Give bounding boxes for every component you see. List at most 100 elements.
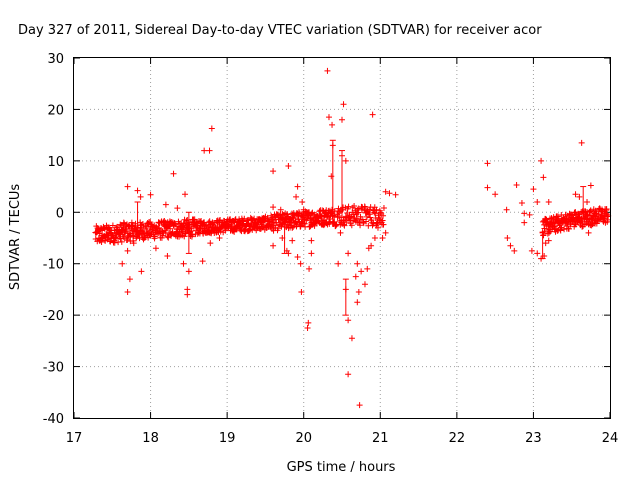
data-point <box>164 253 171 259</box>
data-point <box>335 260 342 267</box>
data-point <box>542 240 549 247</box>
data-point <box>345 371 352 378</box>
data-point <box>152 245 159 252</box>
y-tick-label: -10 <box>43 258 64 273</box>
data-point <box>174 205 181 212</box>
data-point <box>341 222 348 229</box>
y-axis-label: SDTVAR / TECUs <box>8 184 23 291</box>
data-point <box>546 229 553 236</box>
data-point <box>376 216 383 223</box>
data-point <box>541 253 548 259</box>
data-point <box>279 235 286 241</box>
data-point <box>294 254 301 261</box>
data-point <box>111 239 118 246</box>
data-point <box>373 206 380 213</box>
chart-title: Day 327 of 2011, Sidereal Day-to-day VTE… <box>18 23 542 38</box>
data-point <box>325 114 332 121</box>
data-point <box>585 229 592 236</box>
data-point <box>352 273 359 280</box>
data-point <box>289 237 296 244</box>
data-point <box>587 208 594 215</box>
data-point <box>364 265 371 272</box>
data-point <box>392 191 399 198</box>
x-axis-label: GPS time / hours <box>287 460 396 475</box>
data-point <box>503 206 510 213</box>
x-tick-label: 22 <box>449 431 466 446</box>
data-point <box>182 191 189 198</box>
data-point <box>270 242 277 249</box>
data-point <box>382 229 389 236</box>
data-point <box>526 211 533 218</box>
data-point <box>354 260 361 267</box>
data-point <box>534 250 541 257</box>
y-tick-label: 30 <box>47 52 64 67</box>
data-point <box>339 116 345 123</box>
data-point <box>547 228 554 235</box>
y-tick-label: 0 <box>56 206 64 221</box>
x-tick-label: 20 <box>295 431 312 446</box>
data-point <box>545 199 552 205</box>
data-point <box>578 139 585 146</box>
data-point <box>294 183 301 190</box>
data-point <box>592 207 599 214</box>
data-point <box>386 190 393 197</box>
data-point <box>368 242 375 249</box>
data-point <box>540 174 547 181</box>
data-point <box>109 222 116 229</box>
data-point <box>151 233 158 240</box>
data-point <box>300 206 307 213</box>
data-point <box>231 228 238 235</box>
data-point <box>217 217 224 224</box>
data-point <box>572 191 579 198</box>
data-point <box>363 218 370 225</box>
data-point <box>553 214 560 221</box>
data-point <box>324 67 331 74</box>
data-point <box>593 220 600 227</box>
data-point <box>129 232 136 239</box>
data-point <box>201 147 208 154</box>
data-point <box>348 222 355 229</box>
y-axis: -40 -30 -20 -10 0 10 20 30 <box>43 52 610 427</box>
data-point <box>576 193 583 200</box>
data-point <box>518 200 525 207</box>
data-point <box>167 225 174 232</box>
data-point <box>206 147 213 154</box>
data-point <box>285 250 292 257</box>
data-point <box>138 268 145 275</box>
data-point <box>374 224 381 231</box>
data-point <box>345 250 352 257</box>
y-tick-label: 20 <box>47 103 64 118</box>
data-point <box>351 203 358 210</box>
y-tick-label: -30 <box>43 361 64 376</box>
data-point <box>120 219 127 226</box>
data-point <box>107 238 114 245</box>
data-point <box>371 235 378 241</box>
data-point <box>184 291 191 298</box>
data-point <box>521 210 528 217</box>
data-point <box>342 286 349 293</box>
data-point <box>289 224 296 231</box>
data-point <box>293 193 300 200</box>
data-point <box>172 221 179 228</box>
data-point <box>380 205 387 212</box>
data-point <box>584 199 591 205</box>
data-point <box>534 199 541 205</box>
data-markers <box>92 67 612 409</box>
data-point <box>265 217 272 224</box>
data-point <box>208 125 215 132</box>
data-point <box>353 215 360 222</box>
data-point <box>180 260 187 267</box>
data-point <box>189 231 196 238</box>
data-point <box>484 184 491 191</box>
data-point <box>304 325 311 331</box>
data-point <box>326 215 333 222</box>
data-point <box>545 237 552 244</box>
data-point <box>340 101 347 108</box>
data-point <box>147 191 154 198</box>
data-point <box>124 247 131 254</box>
data-point <box>308 250 315 257</box>
data-point <box>329 121 336 128</box>
x-tick-label: 24 <box>602 431 619 446</box>
data-point <box>162 201 169 208</box>
data-point <box>130 240 137 247</box>
